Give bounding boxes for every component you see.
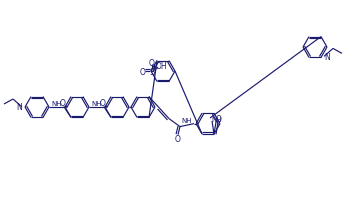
Text: N: N: [16, 103, 22, 112]
Text: N: N: [324, 53, 330, 62]
Text: O: O: [60, 98, 66, 107]
Text: NH: NH: [182, 117, 192, 123]
Text: NH: NH: [51, 101, 62, 106]
Text: O: O: [140, 67, 146, 77]
Text: O: O: [216, 115, 222, 124]
Text: NH: NH: [212, 116, 222, 122]
Text: NH: NH: [91, 101, 102, 106]
Text: OH: OH: [155, 62, 167, 70]
Text: O: O: [149, 59, 155, 67]
Text: S: S: [149, 67, 155, 77]
Text: O: O: [175, 135, 181, 143]
Text: O: O: [100, 98, 106, 107]
